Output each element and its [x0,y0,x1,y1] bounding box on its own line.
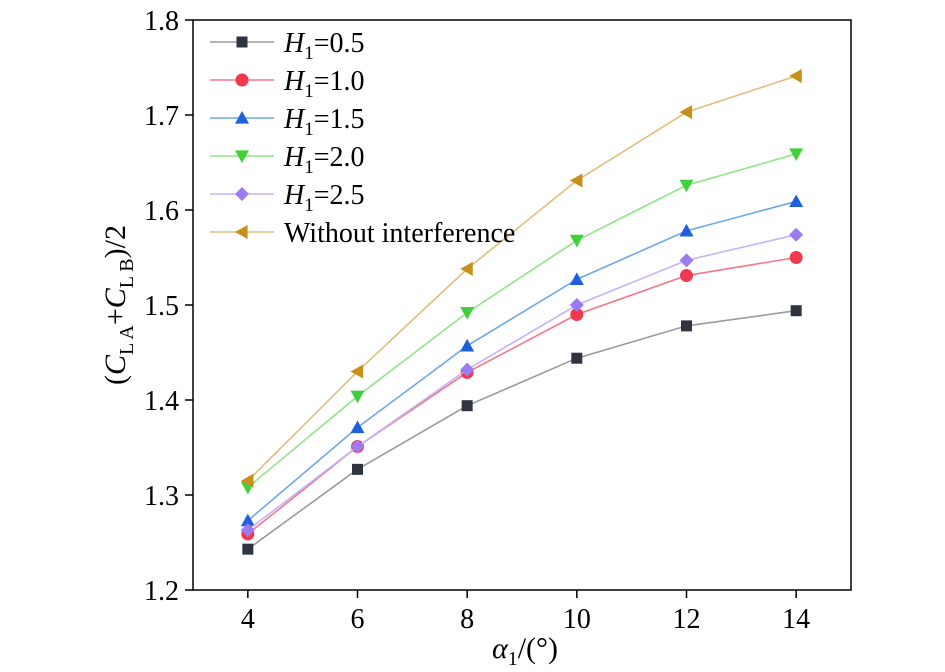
data-point [460,362,475,377]
legend-marker [235,225,248,239]
data-point [352,463,363,475]
data-point [681,320,692,332]
data-point [240,473,254,488]
series-3 [240,194,804,527]
x-axis-title: α1/(°) [492,632,558,670]
y-tick-label: 1.4 [144,386,179,417]
series-line [247,200,797,522]
x-tick-label: 14 [782,604,810,635]
x-tick-label: 12 [673,604,701,635]
series-line [247,309,797,550]
data-point [350,439,365,454]
series-layer [240,69,804,555]
data-point [680,269,693,283]
series-1 [242,305,802,555]
data-point [570,308,584,321]
legend-item: H1=2.0 [210,142,365,178]
data-point [679,105,693,120]
data-point [679,223,694,237]
data-point [569,234,584,248]
data-point [350,420,365,434]
legend-label: H1=2.5 [283,180,365,216]
data-point [679,253,694,268]
axes: 4 6 8 10 12 14 1.2 1.3 1.4 1.5 1.6 1.7 1.8 [144,6,852,635]
data-point [790,305,802,317]
legend-marker [235,150,249,163]
series-5 [240,227,804,538]
data-point [460,338,475,352]
x-tick-label: 6 [351,604,365,635]
y-tick-label: 1.2 [144,576,179,607]
series-6 [240,69,802,488]
legend-label: H1=2.0 [283,142,365,178]
data-point [460,307,475,320]
data-point [789,69,802,84]
legend-marker [235,73,249,87]
y-tick-label: 1.5 [144,291,179,322]
data-point [350,390,365,404]
legend-item: H1=1.5 [210,104,365,140]
series-line [247,75,797,482]
series-line [247,256,797,535]
data-point [789,148,804,161]
data-point [350,364,364,379]
legend-label: H1=0.5 [283,28,365,64]
series-line [247,153,797,489]
data-point [569,298,584,312]
x-tick-label: 4 [241,604,255,635]
data-point [679,179,694,193]
legend-item: Without interference [210,218,515,249]
series-line [247,233,797,531]
y-tick-label: 1.8 [144,6,179,37]
legend-label: H1=1.5 [283,104,365,140]
y-axis-title: (CL A+CL B)/2 [99,225,138,385]
series-4 [240,148,804,495]
data-point [569,173,583,188]
data-point [460,261,473,276]
legend-label: Without interference [284,218,515,249]
x-tick-label: 8 [460,604,474,635]
legend-marker [235,187,249,201]
y-tick-label: 1.3 [144,481,179,512]
legend-item: H1=2.5 [210,180,365,216]
y-tick-label: 1.7 [144,101,179,132]
data-point [571,352,583,364]
data-point [240,523,255,538]
legend-marker [236,36,248,48]
data-point [789,194,804,208]
legend-label: H1=1.0 [283,66,365,102]
data-point [242,543,254,555]
x-tick-label: 10 [563,604,591,635]
data-point [461,400,473,412]
legend-item: H1=1.0 [210,66,365,102]
y-tick-label: 1.6 [144,196,179,227]
legend-marker [235,111,249,124]
data-point [569,272,584,285]
data-point [789,227,804,242]
data-point [240,513,255,527]
data-point [789,251,803,264]
series-2 [241,251,803,541]
legend-item: H1=0.5 [210,28,365,64]
